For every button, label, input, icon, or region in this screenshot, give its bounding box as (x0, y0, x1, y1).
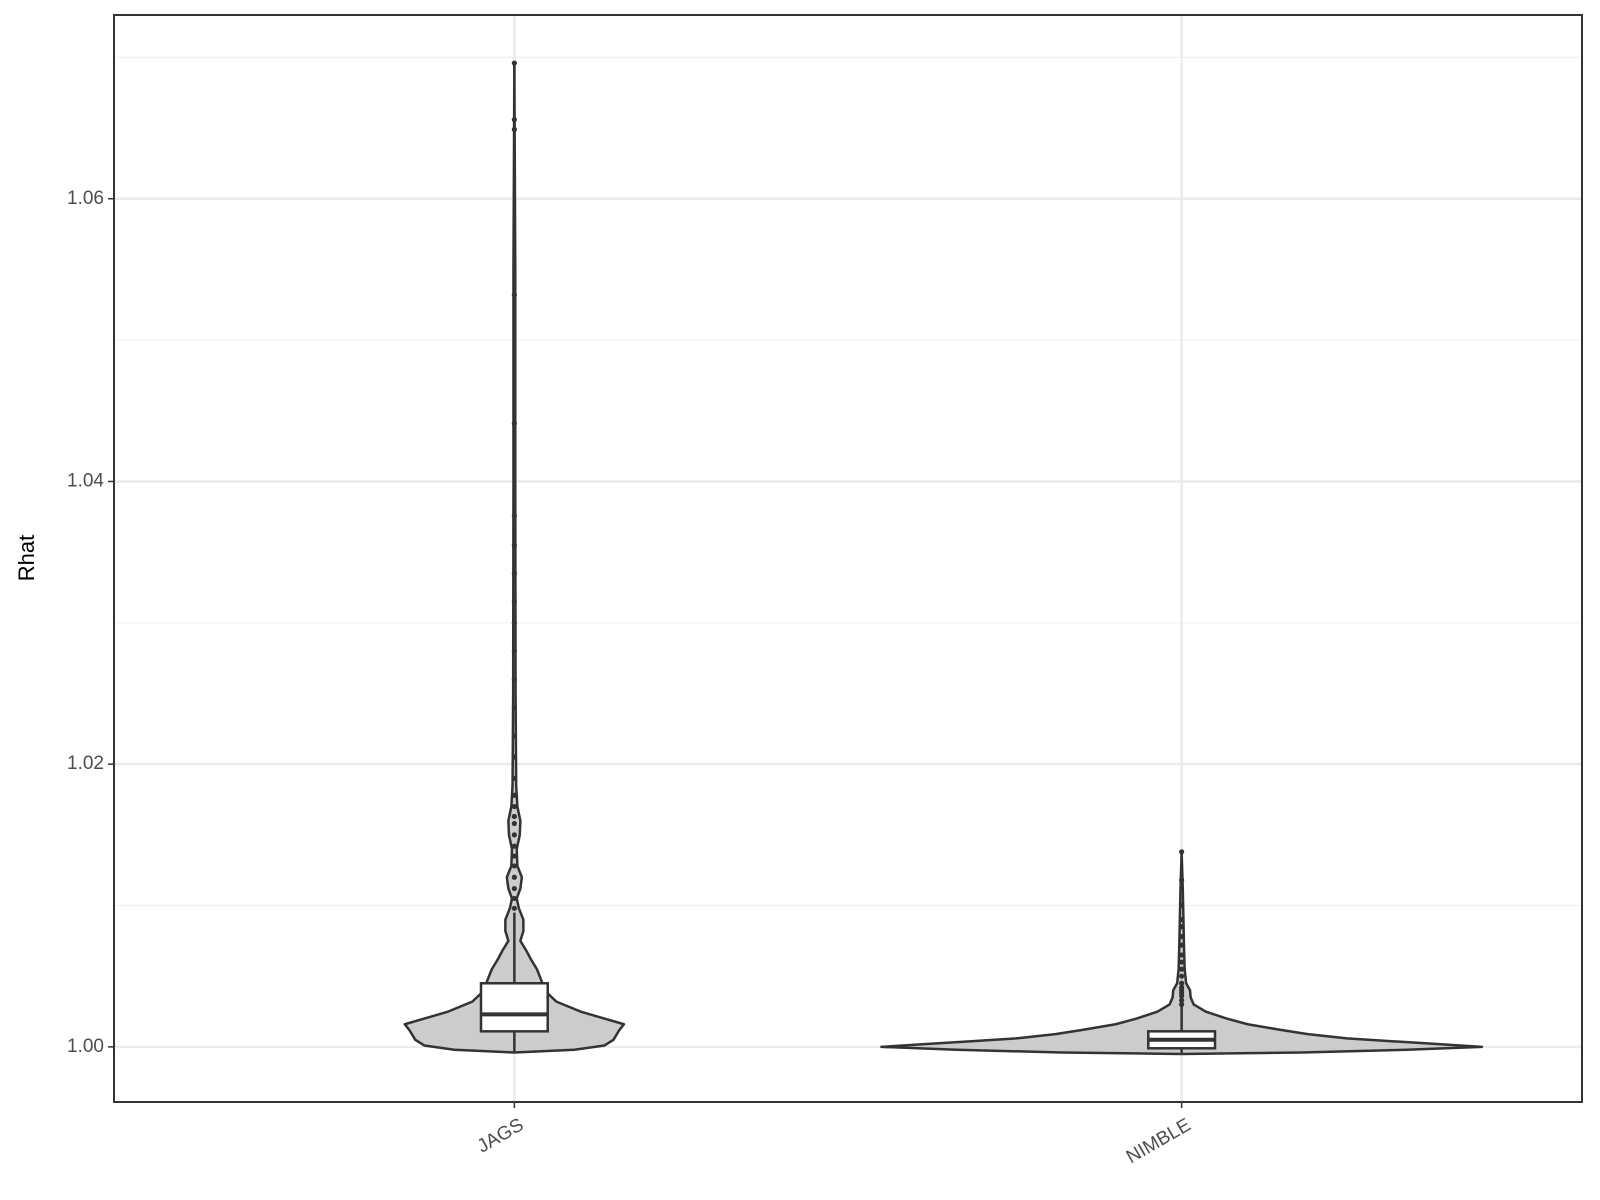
outlier (511, 570, 517, 576)
outlier (1179, 942, 1185, 948)
outlier (511, 117, 517, 123)
outlier (511, 420, 517, 427)
outlier (1179, 877, 1185, 883)
outlier (511, 843, 517, 849)
outlier (511, 60, 517, 66)
outlier (1179, 849, 1185, 855)
outlier (511, 885, 517, 892)
box (479, 982, 549, 1033)
outlier (511, 813, 517, 820)
outlier (511, 648, 517, 654)
y-tick-label: 1.02 (67, 753, 104, 774)
y-axis-label: Rhat (14, 535, 39, 581)
y-tick-label: 1.06 (67, 188, 104, 209)
y-tick-label: 1.04 (67, 470, 104, 491)
outlier (511, 512, 517, 518)
outlier (511, 832, 517, 838)
outlier (511, 803, 517, 810)
outlier (511, 126, 517, 133)
outlier (511, 874, 517, 880)
outlier (1179, 917, 1185, 923)
outlier (511, 792, 517, 798)
outlier (511, 754, 517, 760)
outlier (1179, 934, 1185, 940)
outlier (1179, 902, 1185, 909)
violin-half (403, 63, 516, 1054)
outlier (511, 599, 517, 605)
outlier (511, 620, 517, 626)
outlier (1179, 984, 1185, 991)
outlier (1179, 924, 1185, 930)
outlier (1179, 966, 1185, 972)
outlier (1179, 1001, 1185, 1008)
outlier (511, 733, 517, 739)
y-tick-label: 1.00 (67, 1036, 104, 1057)
outlier (511, 542, 517, 548)
outlier (511, 775, 517, 781)
outlier (1179, 997, 1185, 1003)
violin-half (513, 63, 626, 1054)
outlier (1179, 980, 1185, 986)
outlier (511, 292, 517, 298)
plot-border (113, 14, 1583, 1103)
outlier (511, 863, 517, 869)
outlier (511, 676, 517, 682)
outlier (511, 905, 517, 911)
outlier (1179, 973, 1185, 979)
outlier (511, 853, 517, 859)
outlier (511, 820, 517, 827)
outlier (511, 705, 517, 711)
outlier (511, 895, 517, 902)
outlier (1179, 959, 1185, 965)
outlier (1179, 952, 1185, 958)
